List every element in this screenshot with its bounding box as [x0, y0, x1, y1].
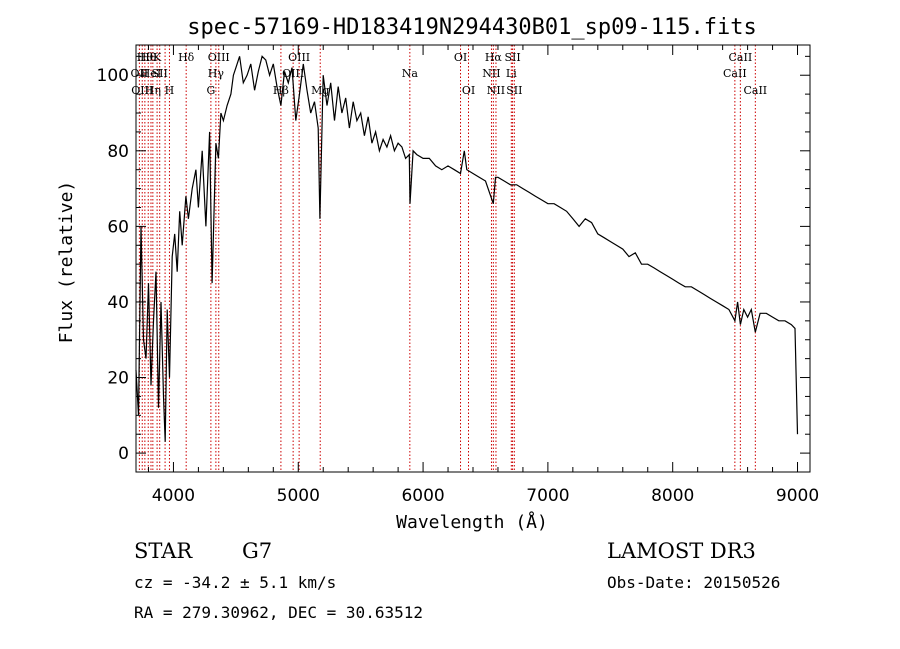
line-marker-label-23: NII — [487, 84, 505, 97]
line-marker-label-3: Hθ — [140, 51, 157, 64]
line-marker-label-26: SII — [506, 84, 522, 97]
line-marker-label-18: Na — [402, 67, 419, 80]
line-marker-label-13: OIII — [208, 51, 230, 64]
line-marker-label-25: SII — [504, 51, 520, 64]
line-marker-label-11: G — [206, 84, 215, 97]
line-marker-label-20: OI — [462, 84, 475, 97]
x-tick-label: 8000 — [651, 486, 694, 506]
line-marker-label-28: CaII — [729, 51, 753, 64]
x-tick-label: 5000 — [277, 486, 320, 506]
x-axis-label: Wavelength (Å) — [396, 511, 548, 533]
x-tick-label: 4000 — [152, 486, 195, 506]
line-marker-label-14: Hβ — [273, 84, 289, 97]
chart-title: spec-57169-HD183419N294430B01_sp09-115.f… — [187, 15, 757, 40]
line-marker-label-6: K — [153, 51, 162, 64]
y-tick-label: 80 — [107, 142, 129, 162]
line-marker-label-17: Mg — [311, 84, 329, 97]
y-tick-label: 40 — [107, 293, 129, 313]
x-tick-label: 6000 — [401, 486, 444, 506]
line-marker-label-5: Hη — [145, 84, 161, 97]
line-marker-label-21: NII — [482, 67, 500, 80]
line-marker-label-10: Hδ — [178, 51, 195, 64]
line-marker-label-2: Hθ — [137, 51, 154, 64]
spectrum-line — [135, 55, 799, 442]
line-marker-label-15: OIII — [282, 67, 304, 80]
x-tick-label: 9000 — [776, 486, 819, 506]
object-class: STAR — [134, 539, 193, 563]
line-marker-label-12: Hγ — [208, 67, 225, 80]
subclass: G7 — [242, 539, 273, 563]
coordinates: RA = 279.30962, DEC = 30.63512 — [134, 603, 423, 622]
x-tick-label: 7000 — [526, 486, 569, 506]
line-marker-label-9: H — [165, 84, 175, 97]
y-axis-label: Flux (relative) — [56, 181, 77, 344]
line-marker-label-4: HeI — [141, 67, 161, 80]
redshift-cz: cz = -34.2 ± 5.1 km/s — [134, 573, 337, 592]
line-marker-label-24: Li — [506, 67, 517, 80]
line-marker-label-22: Hα — [485, 51, 503, 64]
line-marker-label-16: OIII — [288, 51, 310, 64]
line-marker-label-27: CaII — [723, 67, 747, 80]
y-tick-label: 20 — [107, 369, 129, 389]
survey-name: LAMOST DR3 — [607, 539, 756, 563]
y-tick-label: 60 — [107, 217, 129, 237]
line-marker-label-29: CaII — [743, 84, 767, 97]
y-tick-label: 100 — [97, 66, 129, 86]
obs-date: Obs-Date: 20150526 — [607, 573, 781, 592]
line-marker-label-19: OI — [454, 51, 467, 64]
plot-frame — [135, 44, 811, 473]
y-tick-label: 0 — [118, 444, 129, 464]
line-marker-label-7: SII — [152, 67, 168, 80]
line-marker-label-0: OII — [131, 67, 149, 80]
